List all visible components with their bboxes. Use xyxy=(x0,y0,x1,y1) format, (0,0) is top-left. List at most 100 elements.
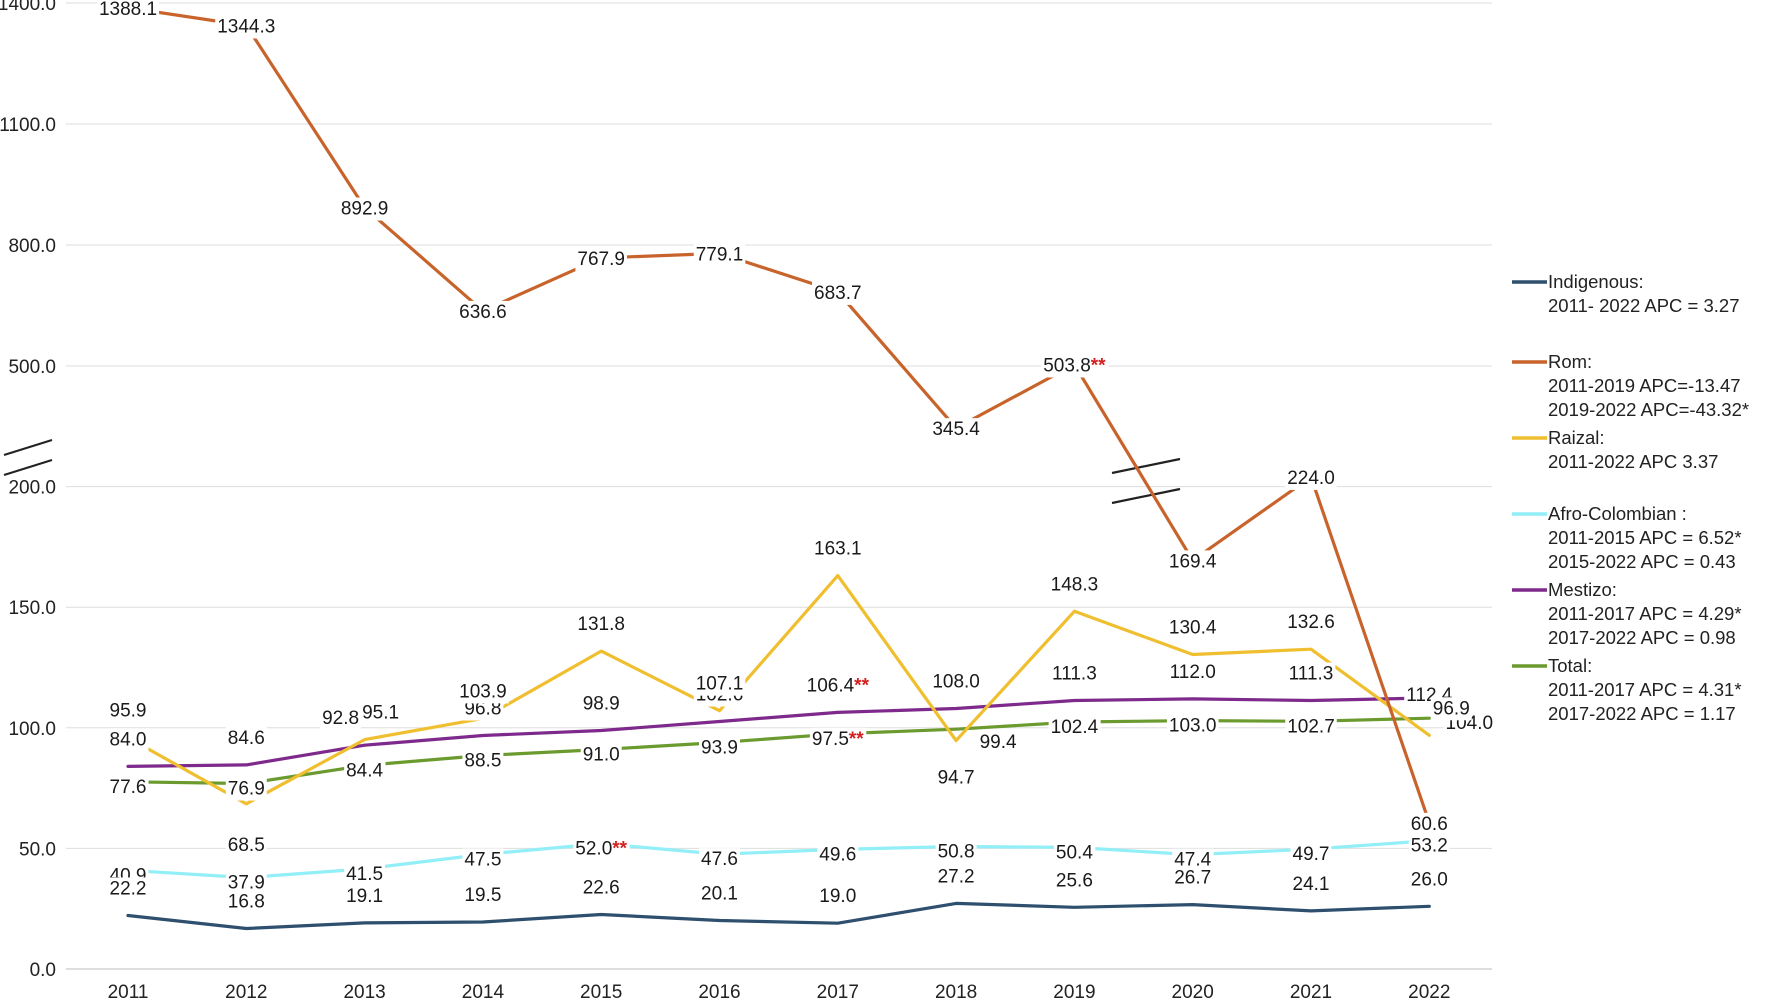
data-label-bg xyxy=(930,670,982,694)
data-label-total: 77.6 xyxy=(110,777,147,798)
significance-marker: ** xyxy=(849,729,864,750)
data-label-afro-colombian: 50.4 xyxy=(1056,842,1093,863)
data-label-rom: 224.0 xyxy=(1287,468,1335,489)
x-tick-label: 2016 xyxy=(698,982,740,1003)
x-tick-label: 2012 xyxy=(225,982,267,1003)
data-label-mestizo: 111.3 xyxy=(1052,664,1097,685)
data-label-indigenous: 19.1 xyxy=(346,886,383,907)
data-label-raizal: 103.9 xyxy=(459,681,507,702)
data-label-bg xyxy=(930,418,983,442)
data-label-afro-colombian: 49.7 xyxy=(1293,844,1330,865)
x-tick-label: 2022 xyxy=(1408,982,1450,1003)
data-label-rom: 683.7 xyxy=(814,283,862,304)
data-label-raizal: 148.3 xyxy=(1051,574,1099,595)
data-label-bg xyxy=(1172,848,1214,872)
data-label-total: 102.4 xyxy=(1051,717,1099,738)
series-break-mark xyxy=(1111,487,1181,505)
data-label-indigenous: 22.2 xyxy=(110,878,147,899)
gridlines xyxy=(66,2,1492,970)
data-label-bg xyxy=(107,877,149,901)
data-label-bg xyxy=(817,885,859,909)
data-label-raizal: 95.9 xyxy=(110,701,147,722)
legend-name-mestizo: Mestizo: xyxy=(1548,579,1617,600)
series-line-rom xyxy=(126,6,1431,825)
series-line-afro-colombian xyxy=(126,839,1431,880)
data-label-bg xyxy=(1041,354,1109,378)
data-label-bg xyxy=(1048,716,1101,740)
data-label-mestizo: 84.6 xyxy=(228,728,265,749)
data-label-total: 91.0 xyxy=(583,745,620,766)
data-label-bg xyxy=(1172,866,1214,890)
data-label-bg xyxy=(935,766,977,790)
data-label-bg xyxy=(580,876,622,900)
data-label-bg xyxy=(225,777,267,801)
data-label-indigenous: 20.1 xyxy=(701,884,738,905)
data-label-raizal: 96.9 xyxy=(1433,698,1470,719)
data-label-rom: 892.9 xyxy=(341,199,389,220)
data-label-bg xyxy=(1285,466,1337,490)
data-label-bg xyxy=(320,707,362,731)
data-label-raizal: 68.5 xyxy=(228,835,265,856)
data-label-bg xyxy=(1285,611,1337,635)
data-label-bg xyxy=(1290,872,1332,896)
data-label-indigenous: 19.5 xyxy=(464,885,501,906)
data-label-bg xyxy=(935,865,977,889)
data-label-bg xyxy=(699,882,740,906)
data-label-mestizo: 92.8 xyxy=(322,708,359,729)
y-tick-label: 1400.0 xyxy=(0,0,56,15)
legend-apc-raizal: 2011-2022 APC 3.37 xyxy=(1548,451,1718,472)
data-label-bg xyxy=(1050,662,1099,686)
legend-apc-afro-colombian: 2015-2022 APC = 0.43 xyxy=(1548,551,1736,572)
data-label-bg xyxy=(344,759,386,783)
data-label-raizal: 107.1 xyxy=(696,674,744,695)
data-label-indigenous: 16.8 xyxy=(228,891,265,912)
data-label-rom: 636.6 xyxy=(459,302,507,323)
legend-name-raizal: Raizal: xyxy=(1548,427,1605,448)
data-label-bg xyxy=(1166,714,1219,738)
data-label-indigenous: 24.1 xyxy=(1293,874,1330,895)
data-label-total: 103.0 xyxy=(1169,716,1217,737)
data-label-bg xyxy=(812,537,864,561)
data-label-indigenous: 22.6 xyxy=(583,877,620,898)
legend-apc-mestizo: 2017-2022 APC = 0.98 xyxy=(1548,627,1736,648)
data-label-mestizo: 106.4** xyxy=(807,675,870,696)
data-label-bg xyxy=(344,862,386,886)
data-label-bg xyxy=(935,840,977,864)
y-tick-label: 150.0 xyxy=(8,598,56,619)
legend-apc-rom: 2011-2019 APC=-13.47 xyxy=(1548,375,1741,396)
y-tick-label: 500.0 xyxy=(8,357,56,378)
data-label-bg xyxy=(699,848,740,872)
data-label-bg xyxy=(1048,573,1101,597)
data-label-bg xyxy=(462,883,504,907)
data-label-bg xyxy=(225,871,267,895)
data-label-total: 102.7 xyxy=(1287,716,1335,737)
data-label-rom: 1388.1 xyxy=(99,0,157,20)
legend-apc-afro-colombian: 2011-2015 APC = 6.52* xyxy=(1548,527,1742,548)
data-label-rom: 345.4 xyxy=(932,419,980,440)
data-label-raizal: 163.1 xyxy=(814,539,862,560)
data-label-bg xyxy=(1167,660,1218,684)
data-labels: 77.6 76.9 84.4 88.5 91.0 93.9 97.5** 99.4 102.4 1… xyxy=(96,0,1496,914)
data-label-bg xyxy=(462,848,504,872)
data-label-bg xyxy=(1430,697,1472,721)
axis-break-mark xyxy=(3,459,53,476)
data-label-bg xyxy=(1408,812,1450,836)
data-label-bg xyxy=(1286,662,1336,686)
data-label-mestizo: 112.0 xyxy=(1170,662,1216,683)
series-line-indigenous xyxy=(126,901,1431,931)
data-label-rom: 503.8** xyxy=(1043,355,1106,376)
data-label-afro-colombian: 37.9 xyxy=(228,873,265,894)
data-label-bg xyxy=(1053,869,1095,893)
legend-apc-total: 2011-2017 APC = 4.31* xyxy=(1548,679,1742,700)
data-label-total: 84.4 xyxy=(346,760,383,781)
data-label-rom: 60.6 xyxy=(1411,814,1448,835)
data-label-bg xyxy=(817,843,859,867)
data-label-afro-colombian: 41.5 xyxy=(346,864,383,885)
data-label-bg xyxy=(344,884,386,908)
data-label-bg xyxy=(457,300,509,324)
data-label-total: 99.4 xyxy=(980,732,1017,753)
data-label-bg xyxy=(1053,841,1096,865)
data-label-afro-colombian: 52.0** xyxy=(575,839,627,860)
